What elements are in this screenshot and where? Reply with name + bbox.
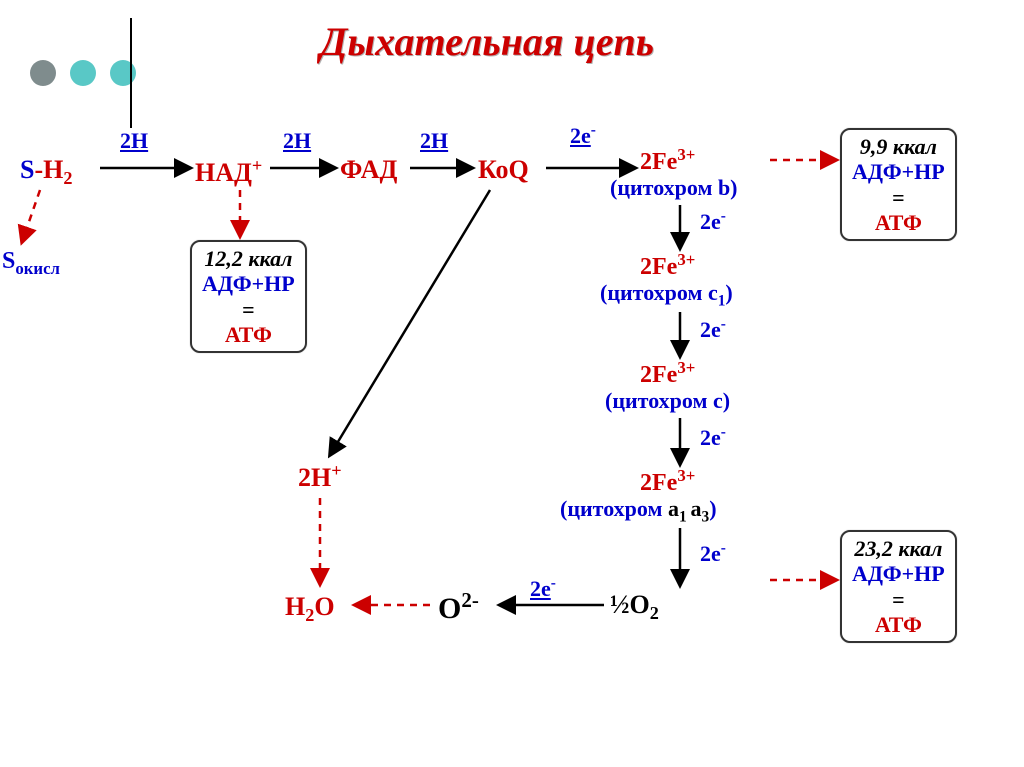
decor-dot bbox=[110, 60, 136, 86]
adp-label: АДФ+НР bbox=[852, 561, 945, 586]
node-o2half: ½O2 bbox=[610, 590, 659, 624]
edge-label-5: 2e- bbox=[700, 316, 726, 343]
eq-sign: = bbox=[852, 185, 945, 210]
decor-dot bbox=[70, 60, 96, 86]
atp-box-box2: 9,9 ккалАДФ+НР=АТФ bbox=[840, 128, 957, 241]
eq-sign: = bbox=[202, 297, 295, 322]
adp-label: АДФ+НР bbox=[852, 159, 945, 184]
edge-label-4: 2e- bbox=[700, 208, 726, 235]
atp-box-box1: 12,2 ккалАДФ+НР=АТФ bbox=[190, 240, 307, 353]
arrow bbox=[22, 190, 40, 242]
atp-label: АТФ bbox=[852, 210, 945, 235]
node-sokisl: Sокисл bbox=[2, 248, 60, 279]
kcal-value: 23,2 ккал bbox=[852, 536, 945, 561]
node-2hplus: 2H+ bbox=[298, 460, 342, 493]
atp-label: АТФ bbox=[202, 322, 295, 347]
node-cytC: (цитохром с) bbox=[605, 388, 730, 414]
node-koq: КоQ bbox=[478, 155, 529, 185]
arrow bbox=[330, 190, 490, 455]
node-o2minus: O2- bbox=[438, 588, 479, 626]
node-cytA: (цитохром a1 a3) bbox=[560, 496, 717, 526]
kcal-value: 9,9 ккал bbox=[852, 134, 945, 159]
node-h2o: H2O bbox=[285, 592, 335, 626]
atp-box-box3: 23,2 ккалАДФ+НР=АТФ bbox=[840, 530, 957, 643]
adp-label: АДФ+НР bbox=[202, 271, 295, 296]
edge-label-1: 2H bbox=[283, 128, 311, 154]
node-sh2: S-H2 bbox=[20, 155, 72, 189]
decor-vertical-line bbox=[130, 18, 132, 128]
node-feB: 2Fe3+ bbox=[640, 145, 695, 176]
node-feC1: 2Fe3+ bbox=[640, 250, 695, 281]
node-fad: ФАД bbox=[340, 155, 397, 185]
node-cytC1: (цитохром с1) bbox=[600, 280, 733, 310]
page-title: Дыхательная цепь bbox=[320, 18, 654, 65]
edge-label-2: 2H bbox=[420, 128, 448, 154]
arrows-layer bbox=[0, 0, 1024, 767]
decor-dot bbox=[30, 60, 56, 86]
node-feA: 2Fe3+ bbox=[640, 466, 695, 497]
diagram-stage: Дыхательная цепь S-H2НАД+ФАДКоQ2Fe3+(цит… bbox=[0, 0, 1024, 767]
node-feC: 2Fe3+ bbox=[640, 358, 695, 389]
edge-label-3: 2e- bbox=[570, 122, 596, 149]
kcal-value: 12,2 ккал bbox=[202, 246, 295, 271]
atp-label: АТФ bbox=[852, 612, 945, 637]
decor-dots bbox=[30, 60, 136, 86]
node-nad: НАД+ bbox=[195, 155, 262, 188]
edge-label-7: 2e- bbox=[700, 540, 726, 567]
edge-label-0: 2H bbox=[120, 128, 148, 154]
eq-sign: = bbox=[852, 587, 945, 612]
node-cytB: (цитохром b) bbox=[610, 175, 738, 201]
edge-label-6: 2e- bbox=[700, 424, 726, 451]
edge-label-8: 2e- bbox=[530, 575, 556, 602]
